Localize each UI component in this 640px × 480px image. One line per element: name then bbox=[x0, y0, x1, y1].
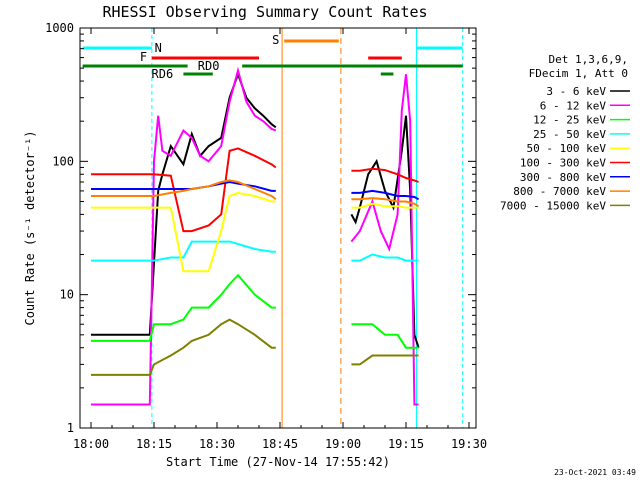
series-line bbox=[351, 189, 420, 201]
series-line bbox=[351, 323, 419, 349]
legend-label: 3 - 6 keV bbox=[546, 85, 606, 98]
x-tick-label: 18:30 bbox=[199, 437, 235, 451]
flag-label-rd6: RD6 bbox=[152, 67, 174, 81]
x-tick-label: 19:00 bbox=[325, 437, 361, 451]
series-line bbox=[351, 197, 420, 208]
x-tick-label: 18:45 bbox=[262, 437, 298, 451]
series-line bbox=[351, 202, 419, 209]
flag-label-f: F bbox=[140, 50, 147, 64]
legend-label: 12 - 25 keV bbox=[533, 114, 606, 127]
y-axis-label: Count Rate (s⁻¹ detector⁻¹) bbox=[23, 130, 37, 325]
plot-area: NF S RD0 RD6 bbox=[82, 28, 464, 428]
series-line bbox=[351, 354, 419, 366]
series-line bbox=[91, 240, 276, 262]
legend-label: 300 - 800 keV bbox=[520, 171, 606, 184]
y-axis: 1 10 100 1000 bbox=[45, 21, 476, 435]
y-tick-label: 1000 bbox=[45, 21, 74, 35]
x-tick-label: 19:15 bbox=[388, 437, 424, 451]
series-line bbox=[91, 179, 277, 200]
x-axis-label: Start Time (27-Nov-14 17:55:42) bbox=[166, 455, 390, 469]
plot-frame bbox=[79, 27, 477, 429]
legend-header-line-1: Det 1,3,6,9, bbox=[549, 53, 628, 66]
series-line bbox=[91, 66, 277, 406]
legend-label: 25 - 50 keV bbox=[533, 128, 606, 141]
legend-label: 100 - 300 keV bbox=[520, 157, 606, 170]
footer-timestamp: 23-Oct-2021 03:49 bbox=[554, 468, 636, 477]
flag-label-s: S bbox=[272, 33, 279, 47]
y-tick-label: 10 bbox=[60, 288, 74, 302]
y-tick-label: 100 bbox=[52, 154, 74, 168]
flag-label-rd0: RD0 bbox=[198, 59, 220, 73]
series-line bbox=[351, 167, 419, 183]
legend-label: 800 - 7000 keV bbox=[513, 185, 606, 198]
chart-title: RHESSI Observing Summary Count Rates bbox=[102, 3, 427, 21]
x-axis: 18:00 18:15 18:30 18:45 19:00 19:15 19:30 bbox=[73, 28, 487, 451]
series-line bbox=[91, 191, 276, 273]
legend: Det 1,3,6,9, FDecim 1, Att 0 3 - 6 keV6 … bbox=[500, 53, 630, 212]
series-line bbox=[91, 71, 277, 336]
legend-label: 50 - 100 keV bbox=[527, 142, 607, 155]
series-line bbox=[91, 318, 276, 376]
y-tick-label: 1 bbox=[67, 421, 74, 435]
legend-label: 7000 - 15000 keV bbox=[500, 199, 606, 212]
series-line bbox=[91, 273, 276, 342]
x-tick-label: 18:15 bbox=[136, 437, 172, 451]
x-tick-label: 19:30 bbox=[451, 437, 487, 451]
legend-header-line-2: FDecim 1, Att 0 bbox=[529, 67, 628, 80]
series-line bbox=[350, 74, 419, 406]
series-line bbox=[91, 147, 277, 233]
legend-label: 6 - 12 keV bbox=[540, 99, 607, 112]
series-line bbox=[351, 253, 419, 262]
flag-label-n: N bbox=[155, 41, 162, 55]
x-tick-label: 18:00 bbox=[73, 437, 109, 451]
